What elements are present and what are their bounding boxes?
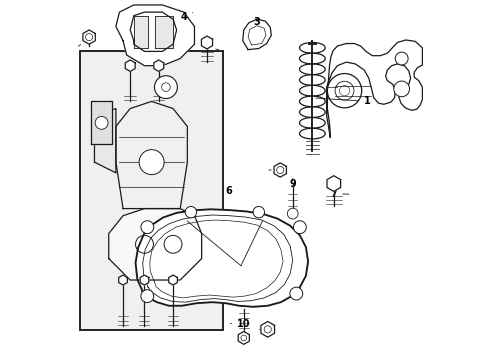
Circle shape [139,150,164,175]
Polygon shape [140,275,148,285]
Polygon shape [326,40,422,137]
Circle shape [393,81,408,97]
Circle shape [185,206,196,218]
Polygon shape [116,5,194,66]
Text: 6: 6 [224,186,231,196]
Polygon shape [238,332,249,344]
Circle shape [164,235,182,253]
Circle shape [287,208,298,219]
Polygon shape [125,60,135,71]
Polygon shape [155,16,173,48]
Circle shape [289,287,302,300]
Polygon shape [242,19,271,50]
Text: 2: 2 [78,34,92,46]
Polygon shape [168,275,177,285]
Polygon shape [83,30,95,44]
Text: 1: 1 [315,96,370,107]
Text: 2: 2 [268,165,283,175]
FancyBboxPatch shape [80,51,223,330]
Polygon shape [91,102,112,144]
Circle shape [95,116,108,129]
Polygon shape [108,208,201,280]
Circle shape [141,290,153,302]
Text: 5: 5 [203,41,218,51]
Polygon shape [130,12,176,51]
Text: 4: 4 [180,13,192,22]
Text: 9: 9 [289,178,296,189]
Polygon shape [135,209,307,307]
Polygon shape [326,176,340,192]
Circle shape [141,221,153,234]
Polygon shape [261,321,274,337]
Polygon shape [119,275,127,285]
Circle shape [326,73,361,108]
Circle shape [293,221,305,234]
Polygon shape [273,163,286,177]
Polygon shape [134,16,148,48]
Polygon shape [201,36,212,49]
Polygon shape [154,60,163,71]
Circle shape [394,52,407,65]
Circle shape [135,235,153,253]
Polygon shape [94,109,116,173]
Text: 8: 8 [259,324,271,334]
Text: 10: 10 [230,319,250,329]
Text: 7: 7 [330,189,348,199]
Circle shape [253,206,264,218]
Circle shape [154,76,177,99]
Text: 3: 3 [253,17,260,27]
Polygon shape [116,102,187,208]
